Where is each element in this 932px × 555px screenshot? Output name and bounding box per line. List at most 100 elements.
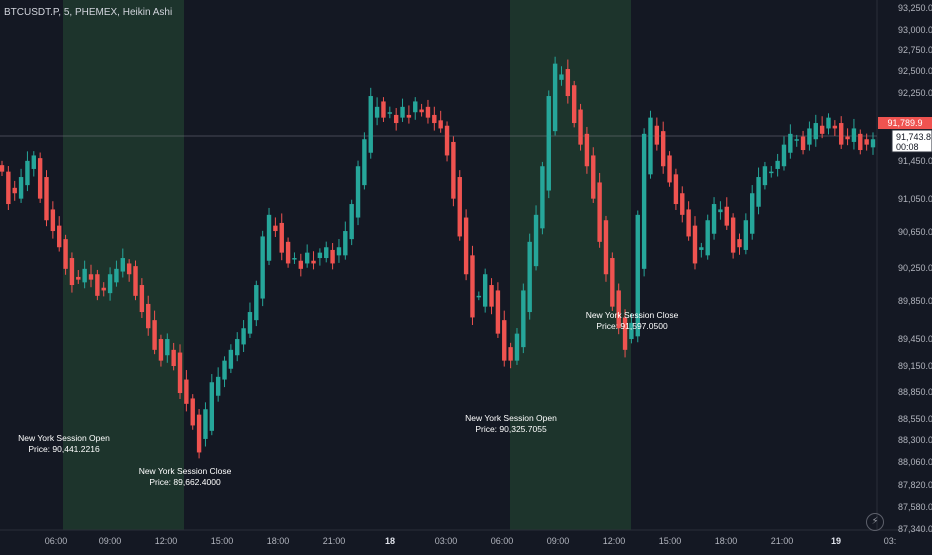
candle-body <box>152 320 157 350</box>
session-2-close-label: New York Session Close <box>586 310 679 320</box>
candle-body <box>495 290 501 334</box>
candle-body <box>57 225 62 248</box>
candle-body <box>393 114 399 124</box>
candle-body <box>362 139 367 186</box>
candle-body <box>769 171 774 174</box>
x-tick-label: 19 <box>831 536 841 546</box>
x-tick-label: 12:00 <box>155 536 178 546</box>
candle-body <box>95 274 100 296</box>
y-tick-label: 87,340.0 <box>898 524 932 534</box>
candle-body <box>673 174 679 205</box>
candle-body <box>196 414 202 453</box>
candle-body <box>425 106 431 118</box>
candle-body <box>826 117 831 129</box>
candle-body <box>12 187 17 194</box>
candle-body <box>794 139 799 141</box>
candle-body <box>63 239 68 269</box>
candle-body <box>629 322 634 340</box>
candle-body <box>463 217 469 275</box>
candle-body <box>457 177 462 237</box>
candle-body <box>349 204 354 240</box>
candle-body <box>203 409 208 439</box>
candle-body <box>184 379 189 404</box>
x-tick-label: 03:00 <box>435 536 458 546</box>
last-price-badge <box>878 117 932 129</box>
candle-body <box>641 133 647 269</box>
candle-body <box>215 376 221 396</box>
candle-body <box>591 155 596 199</box>
candle-body <box>508 347 513 361</box>
candle-body <box>133 266 138 296</box>
candle-body <box>69 258 75 286</box>
candle-body <box>565 69 571 97</box>
candle-body <box>304 252 310 264</box>
candle-body <box>171 349 176 367</box>
candle-body <box>406 114 412 118</box>
candle-body <box>743 220 749 250</box>
candle-body <box>222 360 227 380</box>
candle-body <box>114 268 119 283</box>
candle-body <box>470 255 475 318</box>
candle-body <box>190 398 195 426</box>
y-tick-label: 88,550.0 <box>898 414 932 424</box>
candle-body <box>298 260 304 269</box>
price-axis-panel <box>877 0 932 550</box>
candle-body <box>6 171 11 205</box>
candle-body <box>25 160 30 186</box>
y-tick-label: 92,250.0 <box>898 88 932 98</box>
candle-body <box>482 274 488 307</box>
candle-body <box>76 276 81 280</box>
candle-body <box>667 155 672 183</box>
candle-body <box>635 214 640 337</box>
candle-body <box>730 217 736 253</box>
candle-body <box>343 231 348 256</box>
candle-body <box>177 352 183 394</box>
candle-body <box>400 106 405 118</box>
candle-body <box>18 177 24 199</box>
candle-body <box>107 274 113 294</box>
candle-body <box>800 136 806 151</box>
y-tick-label: 93,000.0 <box>898 25 932 35</box>
candle-body <box>584 133 590 167</box>
y-tick-label: 92,750.0 <box>898 45 932 55</box>
x-tick-label: 15:00 <box>659 536 682 546</box>
candle-body <box>324 247 329 259</box>
x-tick-label: 15:00 <box>211 536 234 546</box>
candle-body <box>381 101 386 118</box>
session-1-open-label: New York Session Open <box>18 433 110 443</box>
candle-body <box>839 123 844 145</box>
x-tick-label: 18:00 <box>267 536 290 546</box>
session-1-open-price: Price: 90,441.2216 <box>28 444 100 454</box>
candle-body <box>82 268 87 283</box>
candle-body <box>330 249 335 264</box>
candle-body <box>374 106 380 118</box>
candle-body <box>235 339 240 356</box>
candle-body <box>37 158 43 199</box>
candle-body <box>279 222 284 253</box>
candle-body <box>419 109 424 113</box>
candle-body <box>514 333 520 361</box>
tradingview-logo-icon[interactable]: ⚡ <box>866 513 884 531</box>
candle-body <box>266 214 272 261</box>
candle-body <box>489 285 494 307</box>
candle-body <box>660 131 666 167</box>
candle-body <box>552 63 558 132</box>
candle-body <box>432 114 437 124</box>
candle-body <box>699 247 704 250</box>
candle-body <box>241 328 246 345</box>
y-tick-label: 92,500.0 <box>898 66 932 76</box>
candle-body <box>610 258 615 307</box>
candle-body <box>578 109 583 145</box>
y-tick-label: 90,650.0 <box>898 227 932 237</box>
candle-body <box>597 182 602 242</box>
candle-body <box>559 74 564 80</box>
chart-title: BTCUSDT.P, 5, PHEMEX, Heikin Ashi <box>4 7 173 18</box>
candle-body <box>146 303 151 329</box>
candle-body <box>126 263 132 275</box>
candle-body <box>292 258 297 260</box>
x-tick-label: 18 <box>385 536 395 546</box>
candle-body <box>527 241 532 313</box>
session-2-close-price: Price: 91,597.0500 <box>596 321 668 331</box>
